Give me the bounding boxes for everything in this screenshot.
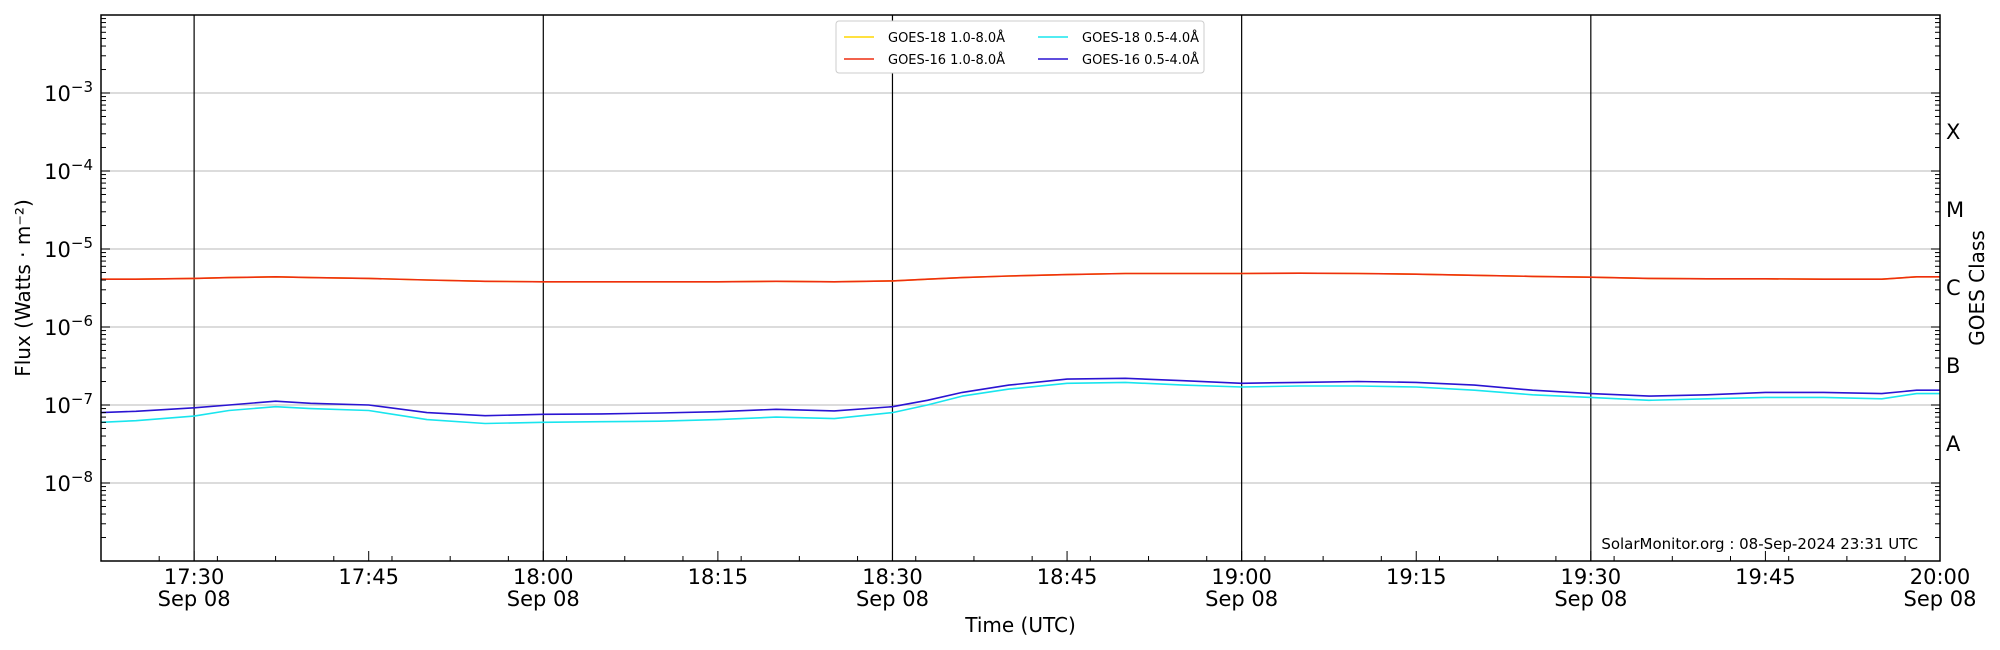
x-tick-label: 19:15 <box>1386 565 1447 589</box>
legend-entry: GOES-18 0.5-4.0Å <box>1082 30 1199 46</box>
y-tick-label: 10−4 <box>44 156 93 184</box>
x-tick-label: 17:30 <box>164 565 225 589</box>
series-line-0 <box>101 272 1940 283</box>
x-tick-sublabel: Sep 08 <box>507 587 580 611</box>
legend-entry: GOES-16 1.0-8.0Å <box>888 52 1005 68</box>
y-tick-label: 10−7 <box>44 390 93 418</box>
x-tick-sublabel: Sep 08 <box>1904 587 1977 611</box>
legend: GOES-18 1.0-8.0Å GOES-16 1.0-8.0Å GOES-18 … <box>835 20 1205 74</box>
x-tick-label: 20:00 <box>1910 565 1971 589</box>
y-tick-label: 10−3 <box>44 78 93 106</box>
goes-class-labels: A B C M X <box>1946 120 1964 456</box>
y-axis-title: Flux (Watts · m⁻²) <box>11 199 35 377</box>
x-tick-label: 19:45 <box>1735 565 1796 589</box>
gridlines <box>101 92 1940 484</box>
y-tick-label: 10−8 <box>44 468 93 496</box>
x-tick-sublabel: Sep 08 <box>1205 587 1278 611</box>
x-tick-label: 18:15 <box>688 565 749 589</box>
goes-class-b: B <box>1946 354 1960 378</box>
x-tick-label: 18:45 <box>1037 565 1098 589</box>
x-tick-sublabel: Sep 08 <box>1554 587 1627 611</box>
y-tick-label: 10−6 <box>44 312 93 340</box>
legend-box <box>835 20 1205 74</box>
plot-frame <box>100 14 1941 562</box>
x-tick-label: 18:30 <box>862 565 923 589</box>
legend-entry: GOES-18 1.0-8.0Å <box>888 30 1005 46</box>
goes-class-c: C <box>1946 276 1961 300</box>
major-time-lines <box>193 15 1592 561</box>
y-axis-ticks: 10−8 10−7 10−6 10−5 10−4 10−3 <box>44 18 1940 562</box>
x-tick-label: 19:30 <box>1561 565 1622 589</box>
x-axis-title: Time (UTC) <box>964 613 1076 637</box>
series-line-3 <box>100 377 1940 417</box>
credit-text: SolarMonitor.org : 08-Sep-2024 23:31 UTC <box>1601 535 1918 553</box>
series-line-1 <box>101 272 1940 283</box>
x-tick-sublabel: Sep 08 <box>856 587 929 611</box>
x-tick-label: 17:45 <box>338 565 399 589</box>
x-tick-label: 18:00 <box>513 565 574 589</box>
goes-class-a: A <box>1946 432 1961 456</box>
x-tick-sublabel: Sep 08 <box>158 587 231 611</box>
series-line-2 <box>100 381 1940 425</box>
y2-axis-title: GOES Class <box>1965 230 1989 346</box>
legend-entry: GOES-16 0.5-4.0Å <box>1082 52 1199 68</box>
x-tick-label: 19:00 <box>1211 565 1272 589</box>
goes-class-m: M <box>1946 198 1964 222</box>
goes-class-x: X <box>1946 120 1960 144</box>
y-tick-label: 10−5 <box>44 234 93 262</box>
plot-series <box>100 272 1940 425</box>
